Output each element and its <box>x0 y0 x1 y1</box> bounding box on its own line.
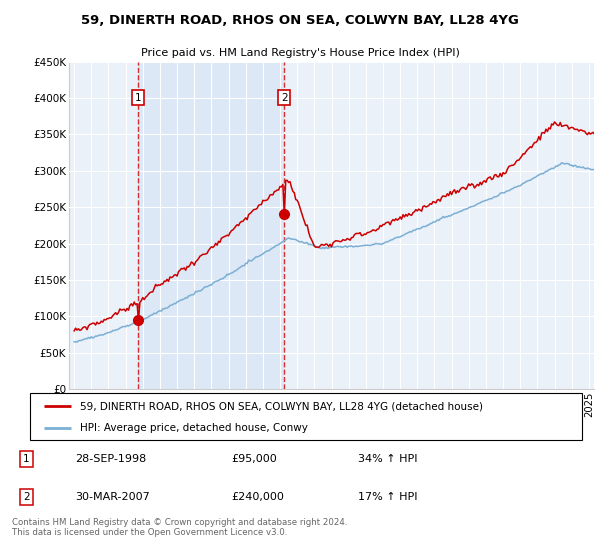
Text: £95,000: £95,000 <box>231 454 277 464</box>
Text: 2: 2 <box>23 492 30 502</box>
Text: Price paid vs. HM Land Registry's House Price Index (HPI): Price paid vs. HM Land Registry's House … <box>140 48 460 58</box>
Text: 17% ↑ HPI: 17% ↑ HPI <box>358 492 417 502</box>
Text: 2: 2 <box>281 92 287 102</box>
Text: 1: 1 <box>135 92 142 102</box>
Text: 59, DINERTH ROAD, RHOS ON SEA, COLWYN BAY, LL28 4YG (detached house): 59, DINERTH ROAD, RHOS ON SEA, COLWYN BA… <box>80 401 482 411</box>
Text: Contains HM Land Registry data © Crown copyright and database right 2024.
This d: Contains HM Land Registry data © Crown c… <box>12 518 347 538</box>
Text: 59, DINERTH ROAD, RHOS ON SEA, COLWYN BAY, LL28 4YG: 59, DINERTH ROAD, RHOS ON SEA, COLWYN BA… <box>81 13 519 26</box>
Text: 1: 1 <box>23 454 30 464</box>
Text: 30-MAR-2007: 30-MAR-2007 <box>76 492 150 502</box>
Text: 28-SEP-1998: 28-SEP-1998 <box>76 454 146 464</box>
Text: 34% ↑ HPI: 34% ↑ HPI <box>358 454 417 464</box>
Text: £240,000: £240,000 <box>231 492 284 502</box>
FancyBboxPatch shape <box>30 393 582 440</box>
Text: HPI: Average price, detached house, Conwy: HPI: Average price, detached house, Conw… <box>80 423 308 433</box>
Bar <box>139 62 284 389</box>
